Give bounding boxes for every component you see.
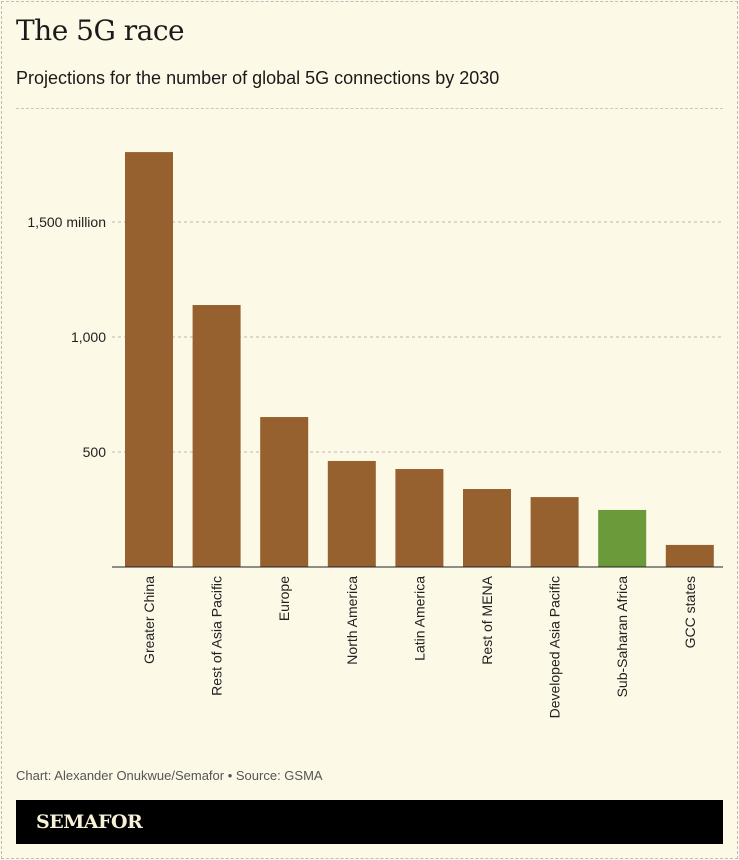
bar-greater-china <box>125 152 173 567</box>
bar-latin-america <box>395 469 444 567</box>
x-tick-label: Europe <box>276 576 292 621</box>
chart-subtitle: Projections for the number of global 5G … <box>16 68 500 88</box>
source-note: Chart: Alexander Onukwue/Semafor • Sourc… <box>16 768 323 783</box>
semafor-logo: SEMAFOR <box>36 811 143 833</box>
y-tick-label: 500 <box>83 444 107 460</box>
x-tick-label: Sub-Saharan Africa <box>614 576 630 698</box>
bar-north-america <box>327 460 376 567</box>
bar-chart: 500 1,000 1,500 million Greater China Rest o… <box>27 152 723 718</box>
x-tick-label: North America <box>344 576 360 665</box>
bar-rest-of-asia-pacific <box>192 305 241 567</box>
y-tick-label: 1,000 <box>71 329 106 345</box>
x-tick-label: Rest of MENA <box>479 575 495 664</box>
x-tick-label: Latin America <box>411 576 427 661</box>
x-tick-label: Rest of Asia Pacific <box>209 576 225 696</box>
bar-rest-of-mena <box>463 489 511 567</box>
x-tick-label: Developed Asia Pacific <box>547 576 563 718</box>
brand-bar: SEMAFOR <box>16 800 723 844</box>
x-tick-label: GCC states <box>682 576 698 648</box>
y-tick-label: 1,500 million <box>27 214 106 230</box>
bar-europe <box>260 417 309 567</box>
x-tick-label: Greater China <box>141 576 157 664</box>
bar-gcc-states <box>665 544 714 567</box>
bar-sub-saharan-africa <box>598 509 647 567</box>
chart-title: The 5G race <box>16 14 185 47</box>
bar-developed-asia-pacific <box>530 497 579 567</box>
header-divider <box>16 108 723 109</box>
